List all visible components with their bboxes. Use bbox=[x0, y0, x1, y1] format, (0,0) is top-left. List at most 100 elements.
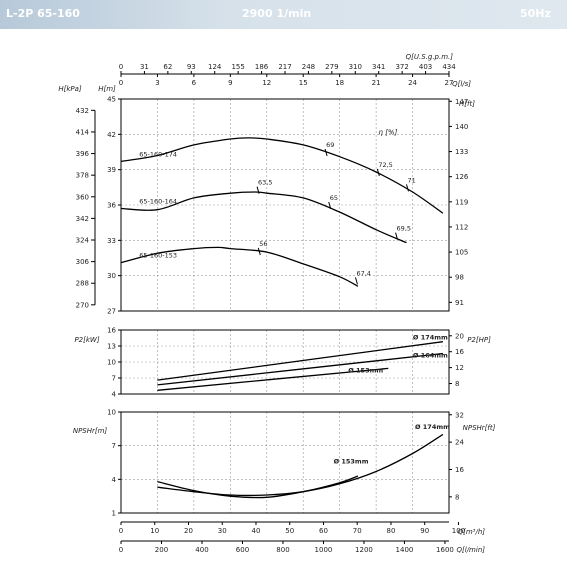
top-axis-tick-label: 279 bbox=[325, 63, 338, 71]
top-axis-tick-label: 0 bbox=[119, 63, 123, 71]
efficiency-mark bbox=[406, 184, 409, 192]
top-axis-tick-label: 186 bbox=[255, 63, 269, 71]
lmin-tick-label: 1200 bbox=[355, 546, 373, 554]
lmin-tick-label: 0 bbox=[119, 546, 123, 554]
kpa-tick-label: 360 bbox=[76, 193, 89, 201]
npsh-curve-label-0: Ø 174mm bbox=[415, 423, 450, 431]
m3h-tick-label: 70 bbox=[353, 527, 362, 535]
power-curve-2 bbox=[157, 367, 389, 391]
head-y-axis-label: H[m] bbox=[98, 85, 116, 93]
m3h-tick-label: 60 bbox=[319, 527, 328, 535]
top-axis-tick-label: 62 bbox=[163, 63, 172, 71]
power-ytick-label: 16 bbox=[107, 327, 116, 335]
lmin-tick-label: 800 bbox=[276, 546, 289, 554]
head-x-tick-label: 21 bbox=[372, 79, 381, 87]
head-x-axis-label: Q[l/s] bbox=[452, 80, 471, 88]
power-curve-label-0: Ø 174mm bbox=[413, 334, 448, 342]
top-axis-tick-label: 93 bbox=[187, 63, 196, 71]
npsh-ft-tick-label: 24 bbox=[455, 439, 464, 447]
npsh-ytick-label: 10 bbox=[107, 409, 116, 417]
head-x-tick-label: 18 bbox=[335, 79, 344, 87]
npsh-ytick-label: 1 bbox=[112, 510, 116, 518]
head-ytick-label: 42 bbox=[107, 131, 116, 139]
kpa-tick-label: 414 bbox=[76, 128, 90, 136]
head-kpa-axis-label: H[kPa] bbox=[58, 85, 82, 93]
head-curve-0 bbox=[120, 137, 444, 214]
kpa-tick-label: 306 bbox=[76, 258, 90, 266]
power-ytick-label: 4 bbox=[112, 391, 117, 399]
npsh-y-axis-label: NPSHr[m] bbox=[73, 427, 108, 435]
kpa-tick-label: 324 bbox=[76, 237, 90, 245]
head-x-tick-label: 0 bbox=[119, 79, 123, 87]
head-x-tick-label: 12 bbox=[262, 79, 271, 87]
power-curve-label-1: Ø 164mm bbox=[413, 351, 448, 359]
top-axis-tick-label: 434 bbox=[442, 63, 456, 71]
efficiency-mark-label: 63,5 bbox=[258, 179, 272, 187]
efficiency-mark bbox=[257, 247, 261, 256]
npsh-ft-tick-label: 8 bbox=[455, 493, 459, 501]
kpa-tick-label: 378 bbox=[76, 172, 89, 180]
power-ytick-label: 10 bbox=[107, 359, 116, 367]
head-ft-axis-label: H[ft] bbox=[459, 100, 475, 108]
efficiency-mark-label: 56 bbox=[259, 240, 267, 248]
efficiency-mark bbox=[354, 277, 358, 285]
head-curve-label-1: 65-160-164 bbox=[139, 198, 177, 206]
head-curve-label-0: 65-160-174 bbox=[139, 150, 177, 158]
hp-tick-label: 16 bbox=[455, 348, 464, 356]
efficiency-mark bbox=[256, 186, 260, 194]
head-ytick-label: 33 bbox=[107, 237, 116, 245]
top-axis-label: Q[U.S.g.p.m.] bbox=[406, 53, 454, 61]
head-ytick-label: 45 bbox=[107, 96, 116, 104]
top-axis-tick-label: 31 bbox=[140, 63, 149, 71]
head-x-tick-label: 9 bbox=[228, 79, 232, 87]
efficiency-mark-label: 67,4 bbox=[356, 269, 370, 277]
efficiency-mark-label: 69 bbox=[326, 141, 334, 149]
ft-tick-label: 147 bbox=[455, 98, 468, 106]
power-hp-axis-label: P2[HP] bbox=[467, 336, 491, 344]
top-axis-tick-label: 310 bbox=[349, 63, 362, 71]
hp-tick-label: 20 bbox=[455, 332, 464, 340]
m3h-tick-label: 40 bbox=[252, 527, 261, 535]
npsh-curve-0 bbox=[157, 433, 444, 497]
kpa-tick-label: 270 bbox=[76, 301, 89, 309]
head-x-tick-label: 15 bbox=[299, 79, 308, 87]
power-ytick-label: 13 bbox=[107, 343, 116, 351]
head-ytick-label: 36 bbox=[107, 202, 116, 210]
head-x-tick-label: 6 bbox=[192, 79, 197, 87]
ft-tick-label: 133 bbox=[455, 148, 468, 156]
head-x-tick-label: 27 bbox=[445, 79, 454, 87]
model-title: L-2P 65-160 bbox=[6, 7, 80, 20]
m3h-tick-label: 50 bbox=[285, 527, 294, 535]
power-curve-label-2: Ø 153mm bbox=[348, 366, 383, 374]
npsh-curve-label-1: Ø 153mm bbox=[334, 458, 369, 466]
ft-tick-label: 126 bbox=[455, 173, 469, 181]
lmin-tick-label: 600 bbox=[236, 546, 249, 554]
efficiency-mark bbox=[395, 232, 399, 240]
ft-tick-label: 119 bbox=[455, 198, 468, 206]
npsh-frame bbox=[120, 411, 450, 514]
m3h-tick-label: 100 bbox=[452, 527, 465, 535]
header-bar: L-2P 65-160 2900 1/min 50Hz bbox=[0, 0, 567, 29]
npsh-ft-axis-label: NPSHr[ft] bbox=[463, 424, 496, 432]
efficiency-mark bbox=[376, 168, 380, 177]
frequency-title: 50Hz bbox=[520, 7, 551, 20]
power-ytick-label: 7 bbox=[112, 375, 116, 383]
efficiency-mark-label: 65 bbox=[330, 194, 338, 202]
m3h-tick-label: 20 bbox=[184, 527, 193, 535]
head-x-tick-label: 3 bbox=[155, 79, 159, 87]
efficiency-mark-label: 72,5 bbox=[378, 161, 392, 169]
head-x-tick-label: 24 bbox=[408, 79, 417, 87]
power-curve-1 bbox=[157, 352, 443, 386]
top-axis-tick-label: 248 bbox=[302, 63, 315, 71]
head-ytick-label: 27 bbox=[107, 308, 116, 316]
lmin-tick-label: 1400 bbox=[396, 546, 414, 554]
head-curve-2 bbox=[120, 246, 359, 287]
head-curve-label-2: 65-160-153 bbox=[139, 252, 177, 260]
efficiency-mark bbox=[324, 148, 328, 157]
kpa-tick-label: 342 bbox=[76, 215, 89, 223]
lmin-tick-label: 400 bbox=[195, 546, 208, 554]
top-axis-tick-label: 217 bbox=[278, 63, 291, 71]
efficiency-axis-label: η [%] bbox=[379, 128, 398, 136]
kpa-tick-label: 396 bbox=[76, 150, 90, 158]
ft-tick-label: 91 bbox=[455, 299, 464, 307]
